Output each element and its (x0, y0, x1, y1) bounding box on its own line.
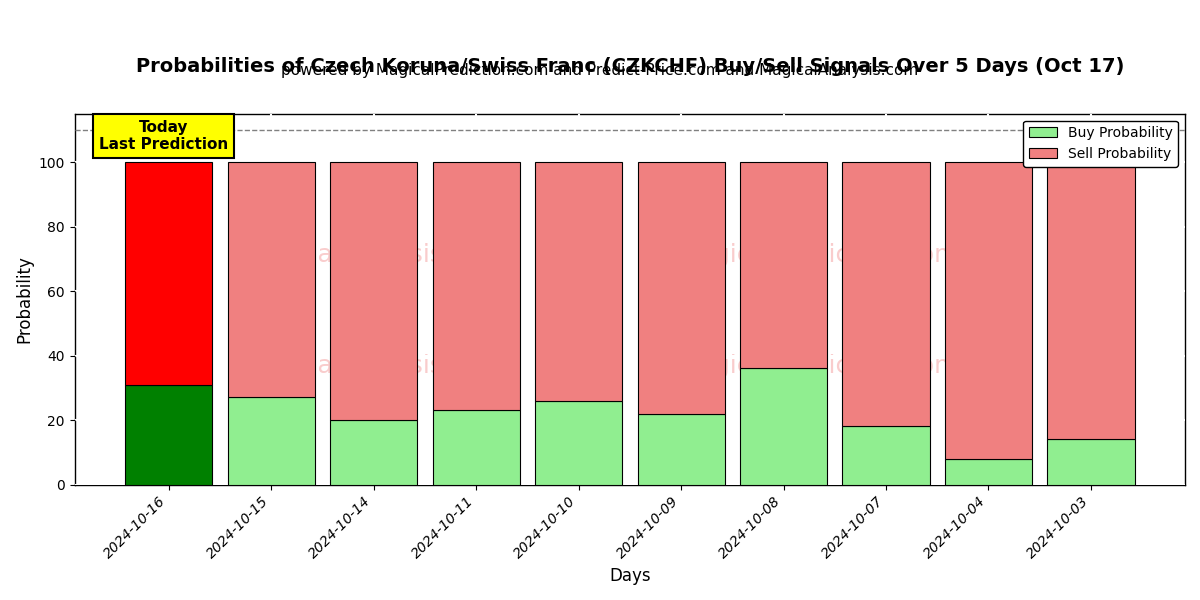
Bar (637, 413, 725, 485)
Bar (740, 162, 827, 368)
Bar (740, 368, 827, 485)
Text: MagicalAnalysis.com: MagicalAnalysis.com (245, 242, 505, 266)
Text: MagicalPrediction.com: MagicalPrediction.com (678, 354, 959, 378)
Bar (125, 162, 212, 385)
Bar (330, 420, 418, 485)
Text: MagicalAnalysis.com: MagicalAnalysis.com (245, 354, 505, 378)
Bar (637, 162, 725, 413)
Text: Today
Last Prediction: Today Last Prediction (98, 120, 228, 152)
Bar (228, 397, 314, 485)
Title: Probabilities of Czech Koruna/Swiss Franc (CZKCHF) Buy/Sell Signals Over 5 Days : Probabilities of Czech Koruna/Swiss Fran… (136, 57, 1124, 76)
Bar (535, 162, 622, 401)
Bar (944, 162, 1032, 459)
Bar (944, 459, 1032, 485)
Bar (432, 162, 520, 410)
Bar (1048, 439, 1134, 485)
Bar (125, 385, 212, 485)
Bar (535, 401, 622, 485)
Bar (228, 162, 314, 397)
Bar (432, 410, 520, 485)
Bar (842, 427, 930, 485)
Legend: Buy Probability, Sell Probability: Buy Probability, Sell Probability (1024, 121, 1178, 167)
Text: powered by MagicalPrediction.com and Predict-Price.com and MagicalAnalysis.com: powered by MagicalPrediction.com and Pre… (281, 63, 919, 78)
Bar (1048, 162, 1134, 439)
X-axis label: Days: Days (610, 567, 650, 585)
Y-axis label: Probability: Probability (16, 255, 34, 343)
Bar (842, 162, 930, 427)
Bar (330, 162, 418, 420)
Text: MagicalPrediction.com: MagicalPrediction.com (678, 242, 959, 266)
